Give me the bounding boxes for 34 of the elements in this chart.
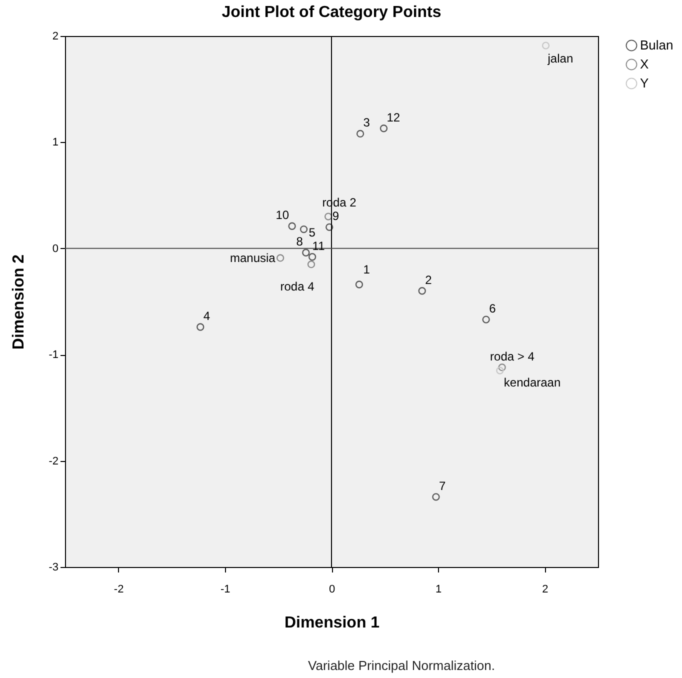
text: Variable Principal Normalization. [308,658,495,673]
x-tick-label: -1 [220,584,230,596]
legend-label: X [640,56,649,72]
legend-label: Bulan [640,38,674,52]
y-tick-label: 0 [52,242,58,255]
annotation: 10 [276,208,290,222]
annotation: 2 [425,272,432,287]
annotation: kendaraan [504,376,561,390]
y-tick-label: 1 [52,136,58,149]
annotation: 1 [363,262,370,277]
y-axis-title: Dimension 2 [10,254,28,350]
x-tick-label: 1 [436,584,442,596]
x-tick-label: 2 [542,584,548,596]
y-tick-label: -1 [48,349,58,362]
y-tick-label: 2 [52,30,58,42]
annotation: 3 [363,116,370,130]
annotation: roda > 4 [490,349,535,364]
x-tick-label: -2 [114,584,124,596]
chart-title: Joint Plot of Category Points [222,4,442,21]
annotation: 6 [489,302,496,316]
annotation: 4 [203,308,210,323]
annotation: 8 [296,234,304,249]
annotation: 7 [438,478,446,493]
annotation: roda 4 [280,279,315,294]
y-tick-label: -3 [48,562,58,574]
legend-label: Y [640,76,649,90]
x-tick-label: 0 [328,584,336,596]
annotation: 5 [308,225,316,240]
x-axis-title: Dimension 1 [284,614,380,632]
annotation: manusia [230,250,276,265]
annotation: 12 [386,110,400,124]
annotation: 9 [332,209,340,224]
annotation: jalan [546,52,574,66]
y-tick-label: -2 [48,455,58,468]
